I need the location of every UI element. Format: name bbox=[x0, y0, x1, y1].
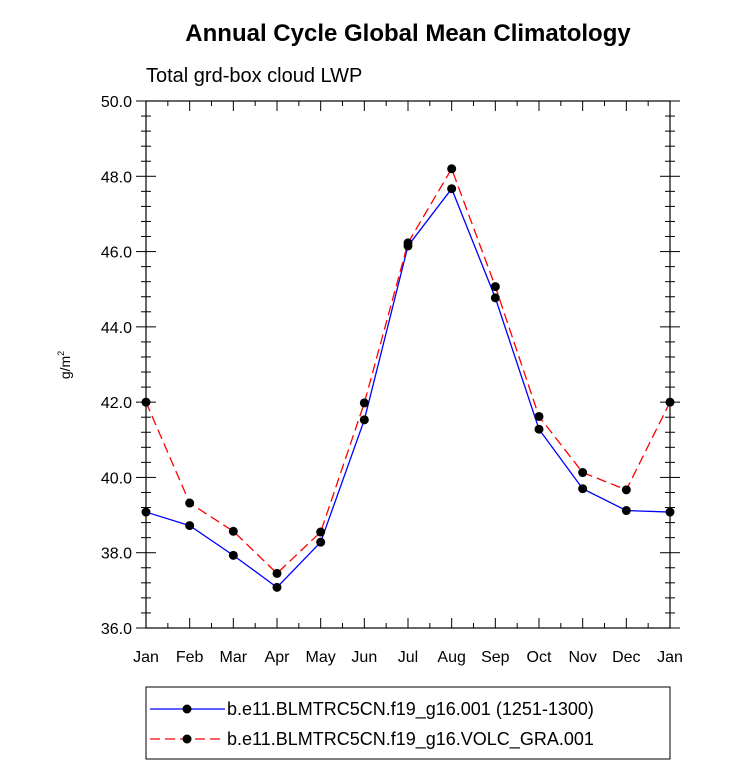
series-2-point bbox=[316, 527, 326, 537]
x-tick-label: Jan bbox=[133, 649, 159, 666]
y-tick-label: 42.0 bbox=[101, 395, 132, 412]
chart-title: Annual Cycle Global Mean Climatology bbox=[185, 20, 631, 47]
y-axis-label-base: g/m bbox=[57, 356, 73, 379]
x-tick-label: Apr bbox=[265, 649, 291, 666]
x-tick-label: Aug bbox=[437, 649, 465, 666]
y-tick-label: 48.0 bbox=[101, 169, 132, 186]
y-tick-label: 50.0 bbox=[101, 94, 132, 111]
x-tick-label: Mar bbox=[220, 649, 248, 666]
series-1-point bbox=[447, 184, 457, 194]
x-tick-label: Nov bbox=[568, 649, 596, 666]
series-2-point bbox=[621, 485, 631, 495]
y-tick-label: 40.0 bbox=[101, 470, 132, 487]
legend-marker-1 bbox=[182, 704, 192, 714]
y-tick-label: 44.0 bbox=[101, 320, 132, 337]
legend-label-1: b.e11.BLMTRC5CN.f19_g16.001 (1251-1300) bbox=[227, 699, 594, 720]
y-axis-label-superscript: 2 bbox=[56, 351, 66, 356]
series-1-point bbox=[578, 484, 588, 494]
y-tick-label: 38.0 bbox=[101, 546, 132, 563]
series-2-point bbox=[359, 398, 369, 408]
series-2-point bbox=[490, 282, 500, 292]
series-1-point bbox=[228, 550, 238, 560]
legend-box bbox=[145, 686, 671, 760]
y-axis-label: g/m2 bbox=[56, 351, 73, 379]
series-1-point bbox=[621, 506, 631, 516]
series-1-point bbox=[316, 537, 326, 547]
x-tick-label: Jan bbox=[657, 649, 683, 666]
x-tick-label: Jul bbox=[398, 649, 418, 666]
legend-marker-2 bbox=[182, 734, 192, 744]
series-2-point bbox=[403, 238, 413, 248]
series-2-point bbox=[228, 526, 238, 536]
x-tick-label: Jun bbox=[351, 649, 377, 666]
y-tick-label: 46.0 bbox=[101, 245, 132, 262]
series-2-point bbox=[185, 498, 195, 508]
x-tick-label: Dec bbox=[612, 649, 640, 666]
series-1-point bbox=[534, 424, 544, 434]
series-2-point bbox=[578, 468, 588, 478]
series-2-point bbox=[534, 411, 544, 421]
x-tick-label: Feb bbox=[176, 649, 204, 666]
legend-entries: b.e11.BLMTRC5CN.f19_g16.001 (1251-1300) b… bbox=[150, 699, 594, 750]
axis-ticks: Jan Feb Mar Apr May Jun Jul Aug Sep Oct Nov Dec Jan3… bbox=[101, 94, 683, 666]
series-1-point bbox=[490, 293, 500, 303]
x-tick-label: May bbox=[306, 649, 336, 666]
series-1-point bbox=[359, 415, 369, 425]
series-2-point bbox=[447, 164, 457, 174]
series-line-2 bbox=[145, 167, 671, 575]
x-tick-label: Sep bbox=[481, 649, 510, 666]
series-1-point bbox=[272, 582, 282, 592]
x-tick-label: Oct bbox=[527, 649, 552, 666]
series-2-point bbox=[272, 568, 282, 578]
legend: b.e11.BLMTRC5CN.f19_g16.001 (1251-1300) b… bbox=[145, 686, 671, 760]
legend-label-2: b.e11.BLMTRC5CN.f19_g16.VOLC_GRA.001 bbox=[227, 729, 594, 750]
chart-subtitle: Total grd-box cloud LWP bbox=[146, 65, 362, 87]
series-1-point bbox=[185, 521, 195, 531]
plot-series bbox=[141, 164, 675, 592]
y-tick-label: 36.0 bbox=[101, 621, 132, 638]
plot-frame bbox=[145, 100, 671, 629]
